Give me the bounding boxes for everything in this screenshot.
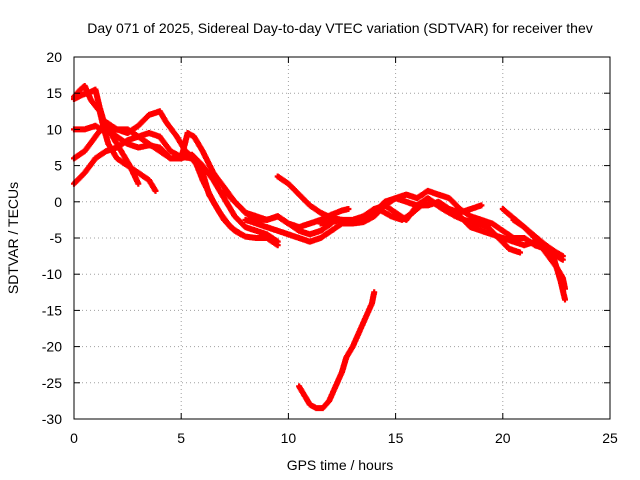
chart-title: Day 071 of 2025, Sidereal Day-to-day VTE… bbox=[87, 20, 593, 36]
y-tick-label: 10 bbox=[46, 121, 62, 137]
point-markers bbox=[375, 200, 523, 256]
y-tick-label: -30 bbox=[42, 411, 62, 427]
y-tick-label: 5 bbox=[54, 158, 62, 174]
y-tick-label: -20 bbox=[42, 339, 62, 355]
x-tick-label: 0 bbox=[70, 430, 78, 446]
point-markers bbox=[221, 187, 352, 231]
data-points bbox=[71, 83, 568, 412]
x-tick-label: 20 bbox=[495, 430, 511, 446]
y-tick-label: 0 bbox=[54, 194, 62, 210]
y-tick-label: -10 bbox=[42, 266, 62, 282]
y-axis-label: SDTVAR / TECUs bbox=[5, 182, 21, 294]
y-tick-label: -25 bbox=[42, 375, 62, 391]
x-axis-label: GPS time / hours bbox=[287, 457, 394, 473]
x-tick-label: 25 bbox=[602, 430, 618, 446]
x-tick-label: 5 bbox=[177, 430, 185, 446]
y-tick-label: 20 bbox=[46, 49, 62, 65]
x-tick-label: 15 bbox=[388, 430, 404, 446]
axis-ticks bbox=[73, 56, 611, 420]
x-tick-label: 10 bbox=[281, 430, 297, 446]
y-tick-label: -15 bbox=[42, 302, 62, 318]
y-tick-label: 15 bbox=[46, 85, 62, 101]
series-track-n bbox=[510, 216, 568, 292]
series-track-o bbox=[296, 289, 378, 412]
series-track-l bbox=[375, 200, 523, 256]
x-tick-labels: 0 5 10 15 20 25 bbox=[70, 430, 618, 446]
point-markers bbox=[296, 289, 378, 412]
y-tick-label: -5 bbox=[50, 230, 63, 246]
y-tick-labels: -30 -25 -20 -15 -10 -5 0 5 10 15 20 bbox=[42, 49, 62, 427]
series-track-g bbox=[221, 187, 352, 231]
point-markers bbox=[510, 216, 568, 292]
